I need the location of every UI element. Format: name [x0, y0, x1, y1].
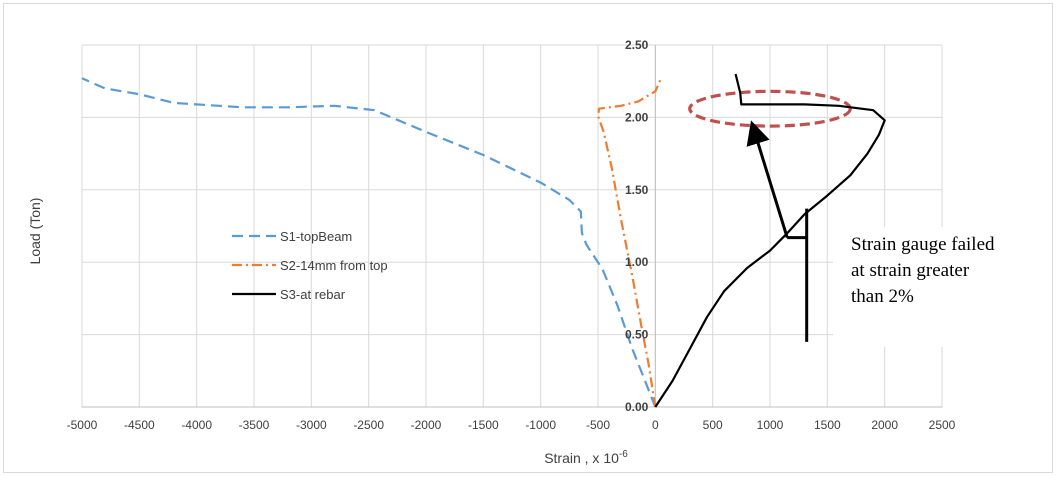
failure-ellipse	[688, 89, 852, 128]
x-tick-label: -2000	[411, 418, 442, 432]
x-tick-label: -3000	[296, 418, 327, 432]
x-tick-label: 1500	[814, 418, 841, 432]
x-tick-label: -3500	[239, 418, 270, 432]
grid	[81, 44, 943, 408]
series-line-1	[81, 77, 657, 408]
annotation-box: Strain gauge failed at strain greater th…	[833, 227, 1029, 347]
y-tick-label: 2.00	[625, 110, 649, 124]
legend-label-1: S1-topBeam	[280, 229, 352, 244]
annotations	[688, 89, 852, 342]
y-tick-label: 1.00	[625, 255, 649, 269]
legend-label-2: S2-14mm from top	[280, 258, 388, 273]
series-line-2	[596, 77, 663, 408]
legend-label-3: S3-at rebar	[280, 287, 346, 302]
x-tick-label: -5000	[67, 418, 98, 432]
series-line-3	[654, 73, 886, 408]
x-tick-label: 500	[703, 418, 723, 432]
tick-labels: -5000 -4500 -4000 -3500 -3000 -2500 -2000 -1500…	[67, 38, 956, 432]
x-tick-label: 0	[652, 418, 659, 432]
x-tick-label: 2500	[929, 418, 956, 432]
y-tick-label: 0.00	[625, 400, 649, 414]
x-tick-label: -500	[586, 418, 610, 432]
y-tick-label: 0.50	[625, 328, 649, 342]
y-tick-label: 1.50	[625, 183, 649, 197]
x-axis-title-text: Strain , x 10	[544, 450, 619, 466]
y-tick-label: 2.50	[625, 38, 649, 52]
x-tick-label: -1000	[525, 418, 556, 432]
x-axis-title-exponent: -6	[619, 449, 628, 460]
x-tick-label: -4500	[124, 418, 155, 432]
x-tick-label: -4000	[181, 418, 212, 432]
x-tick-label: 2000	[871, 418, 898, 432]
x-tick-label: 1000	[757, 418, 784, 432]
x-axis-title: Strain , x 10-6	[544, 449, 628, 466]
legend: S1-topBeam S2-14mm from top S3-at rebar	[232, 229, 388, 302]
x-tick-label: -1500	[468, 418, 499, 432]
x-tick-label: -2500	[353, 418, 384, 432]
y-axis-title: Load (Ton)	[27, 198, 43, 265]
pointer-arrow	[746, 120, 789, 239]
annotation-text: Strain gauge failed at strain greater th…	[851, 234, 995, 307]
series-lines	[81, 73, 886, 408]
